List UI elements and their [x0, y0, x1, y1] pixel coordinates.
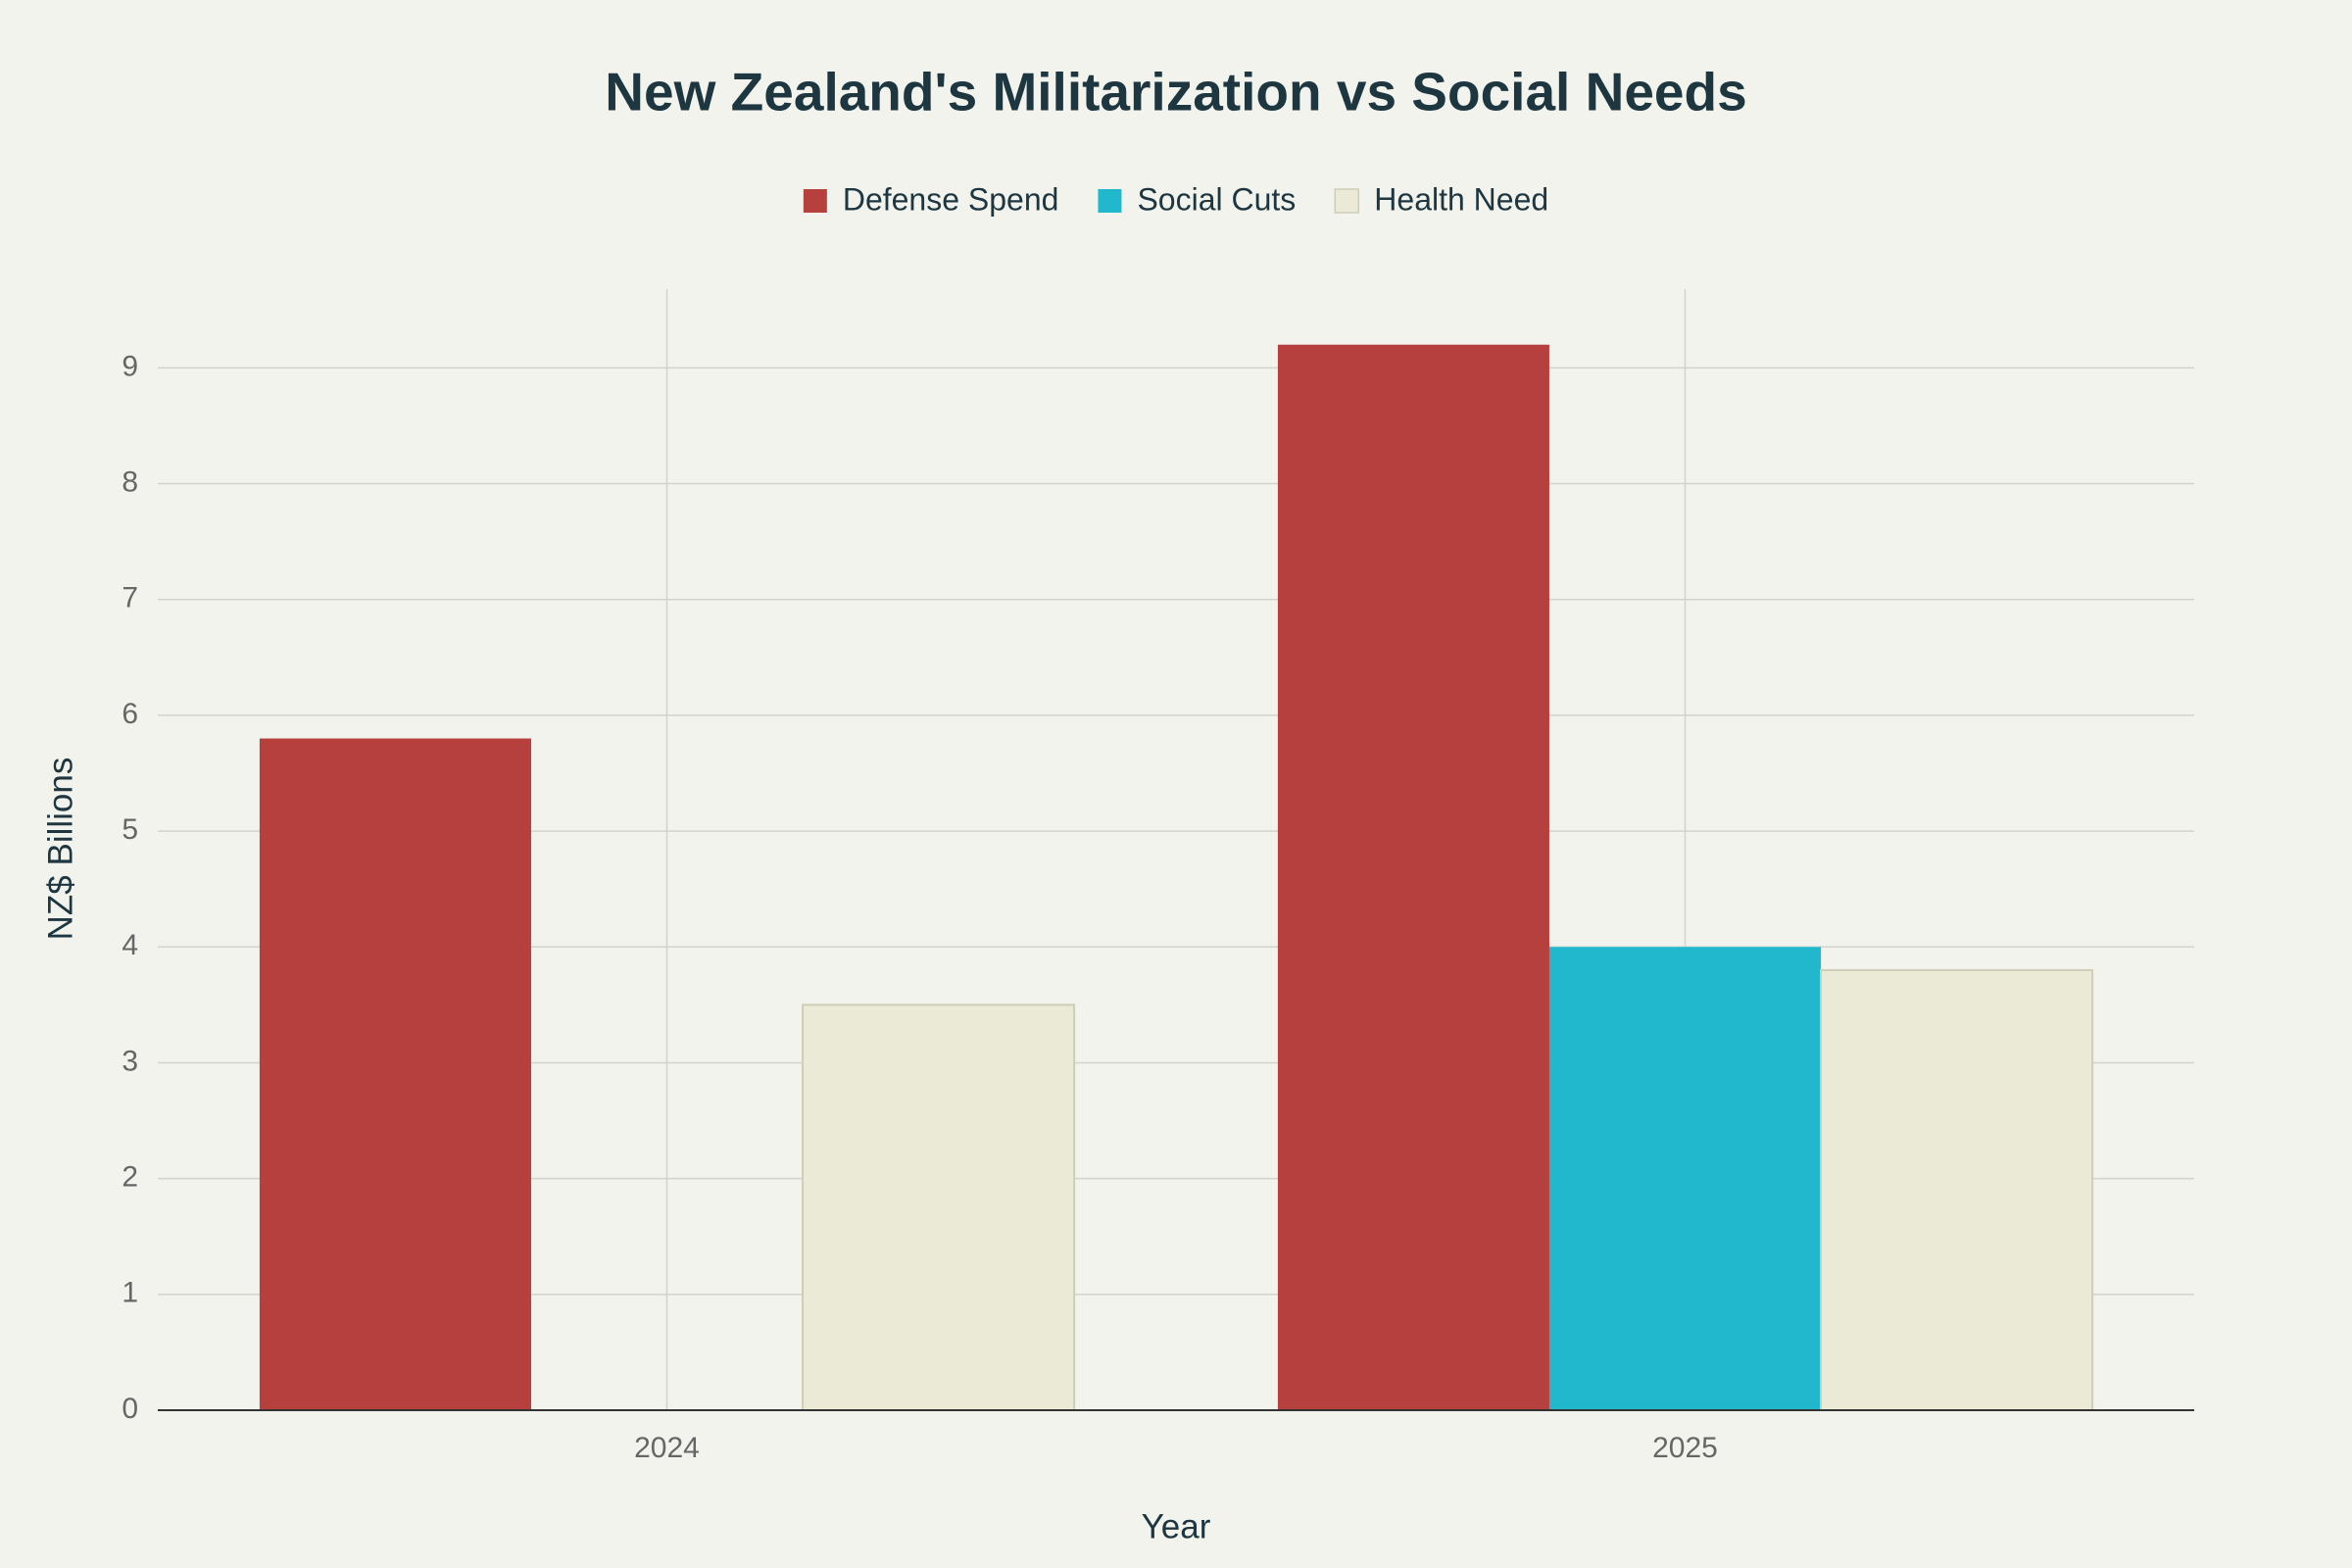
bar — [1277, 344, 1549, 1410]
y-tick-label: 1 — [122, 1277, 138, 1309]
x-axis-title: Year — [1142, 1507, 1211, 1545]
y-tick-label: 4 — [122, 929, 138, 961]
legend-label: Defense Spend — [843, 181, 1059, 217]
bar — [1548, 947, 1822, 1410]
legend-label: Social Cuts — [1137, 181, 1296, 217]
x-tick-label: 2024 — [634, 1432, 700, 1464]
y-tick-label: 3 — [122, 1045, 138, 1077]
bar — [1820, 968, 2094, 1412]
legend-label: Health Need — [1374, 181, 1548, 217]
y-tick-label: 0 — [122, 1393, 138, 1425]
bar — [259, 738, 531, 1410]
chart-title: New Zealand's Militarization vs Social N… — [605, 62, 1746, 122]
y-axis-title: NZ$ Billions — [41, 758, 79, 941]
legend-swatch — [1098, 189, 1122, 213]
y-tick-label: 9 — [122, 350, 138, 382]
y-tick-label: 5 — [122, 813, 138, 846]
x-tick-label: 2025 — [1652, 1432, 1718, 1464]
y-tick-label: 2 — [122, 1161, 138, 1194]
bar — [802, 1004, 1076, 1411]
y-tick-label: 8 — [122, 466, 138, 498]
y-tick-label: 7 — [122, 582, 138, 614]
y-tick-label: 6 — [122, 698, 138, 730]
legend-swatch — [1334, 188, 1360, 214]
legend-swatch — [803, 189, 827, 213]
